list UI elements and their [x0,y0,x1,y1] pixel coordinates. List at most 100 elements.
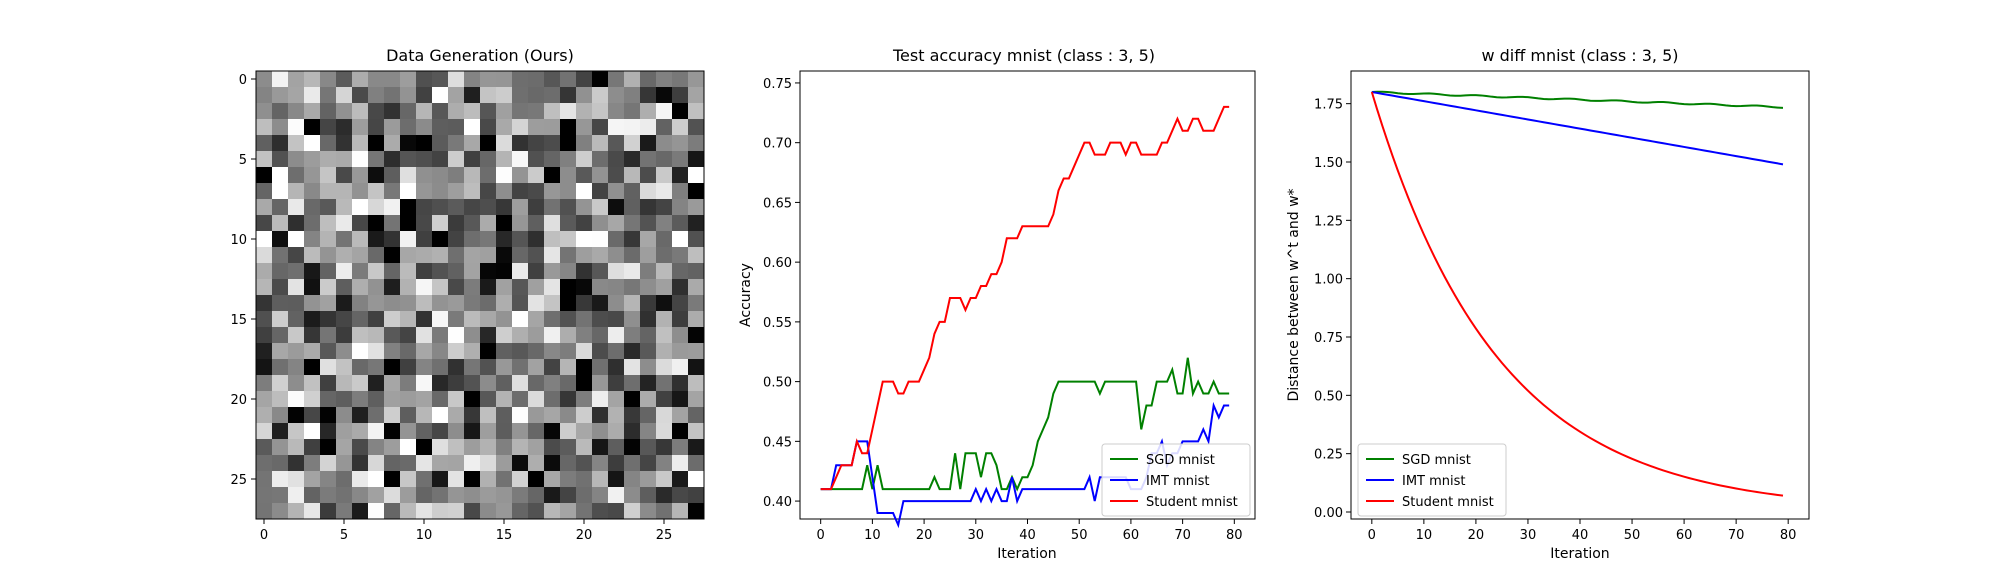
heatmap-cell [560,439,577,456]
heatmap-cell [576,487,593,504]
heatmap-cell [608,247,625,264]
heatmap-cell [496,215,513,232]
heatmap-cell [640,199,657,216]
heatmap-cell [672,247,689,264]
xtick-label: 50 [1071,528,1088,543]
heatmap-cell [320,135,337,152]
heatmap-cell [368,423,385,440]
heatmap-cell [256,487,273,504]
heatmap-cell [496,407,513,424]
heatmap-cell [448,215,465,232]
heatmap-cell [448,87,465,104]
heatmap-cell [624,183,641,200]
heatmap-cell [320,471,337,488]
heatmap-cell [432,71,449,88]
heatmap-cell [384,199,401,216]
heatmap-cell [656,375,673,392]
heatmap-cell [464,247,481,264]
heatmap-cell [368,471,385,488]
heatmap-cell [384,87,401,104]
ytick-label: 0.50 [763,376,792,391]
heatmap-cell [560,263,577,280]
heatmap-cell [256,183,273,200]
heatmap-cell [336,151,353,168]
heatmap-cell [688,359,705,376]
heatmap-cell [448,151,465,168]
heatmap-cell [368,391,385,408]
heatmap-cell [352,455,369,472]
heatmap-cell [560,407,577,424]
heatmap-cell [272,215,289,232]
heatmap-cell [512,471,529,488]
heatmap-cell [368,199,385,216]
heatmap-cell [512,215,529,232]
heatmap-cell [416,359,433,376]
accuracy-lines [820,105,1230,529]
heatmap-cell [288,279,305,296]
heatmap-cell [448,311,465,328]
heatmap-cell [352,391,369,408]
heatmap-cell [480,295,497,312]
heatmap-cell [608,119,625,136]
heatmap-cell [640,487,657,504]
heatmap-cell [544,471,561,488]
heatmap-cell [432,199,449,216]
heatmap-cell [576,87,593,104]
heatmap-cell [464,343,481,360]
heatmap-cell [656,423,673,440]
heatmap-cell [400,359,417,376]
heatmap-cell [624,487,641,504]
heatmap-cell [608,359,625,376]
heatmap-cell [320,343,337,360]
heatmap-cell [688,183,705,200]
heatmap-cell [608,295,625,312]
heatmap-cell [368,343,385,360]
heatmap-cell [368,71,385,88]
heatmap-cell [448,119,465,136]
heatmap-cell [352,311,369,328]
heatmap-cell [432,503,449,520]
heatmap-cell [400,167,417,184]
heatmap-cell [416,87,433,104]
heatmap-cell [288,439,305,456]
heatmap-cell [432,151,449,168]
heatmap-cell [352,343,369,360]
heatmap-cell [608,167,625,184]
heatmap-cell [448,199,465,216]
heatmap-cell [608,183,625,200]
heatmap-cell [544,135,561,152]
heatmap-cell [512,487,529,504]
heatmap-cell [464,231,481,248]
heatmap-cell [656,263,673,280]
heatmap-cell [544,103,561,120]
heatmap-xtick-label: 5 [340,528,348,543]
heatmap-cell [304,423,321,440]
heatmap-cell [448,327,465,344]
heatmap-cell [384,279,401,296]
heatmap-cell [560,423,577,440]
heatmap-cell [496,247,513,264]
heatmap-cell [368,439,385,456]
heatmap-cell [544,455,561,472]
heatmap-cell [384,71,401,88]
heatmap-cell [272,247,289,264]
heatmap-cell [352,439,369,456]
heatmap-cell [256,423,273,440]
heatmap-cell [576,151,593,168]
heatmap-cell [384,119,401,136]
heatmap-cell [256,503,273,520]
heatmap-cell [336,119,353,136]
ytick-label: 0.75 [1314,331,1343,346]
heatmap-cell [512,279,529,296]
heatmap-cell [672,87,689,104]
heatmap-cell [560,455,577,472]
heatmap-cell [480,359,497,376]
heatmap-cell [512,391,529,408]
heatmap-cell [432,263,449,280]
heatmap-cell [432,439,449,456]
series-sgd-line [1371,90,1784,109]
heatmap-cell [272,359,289,376]
heatmap-cell [496,103,513,120]
heatmap-cell [432,407,449,424]
heatmap-cell [400,487,417,504]
